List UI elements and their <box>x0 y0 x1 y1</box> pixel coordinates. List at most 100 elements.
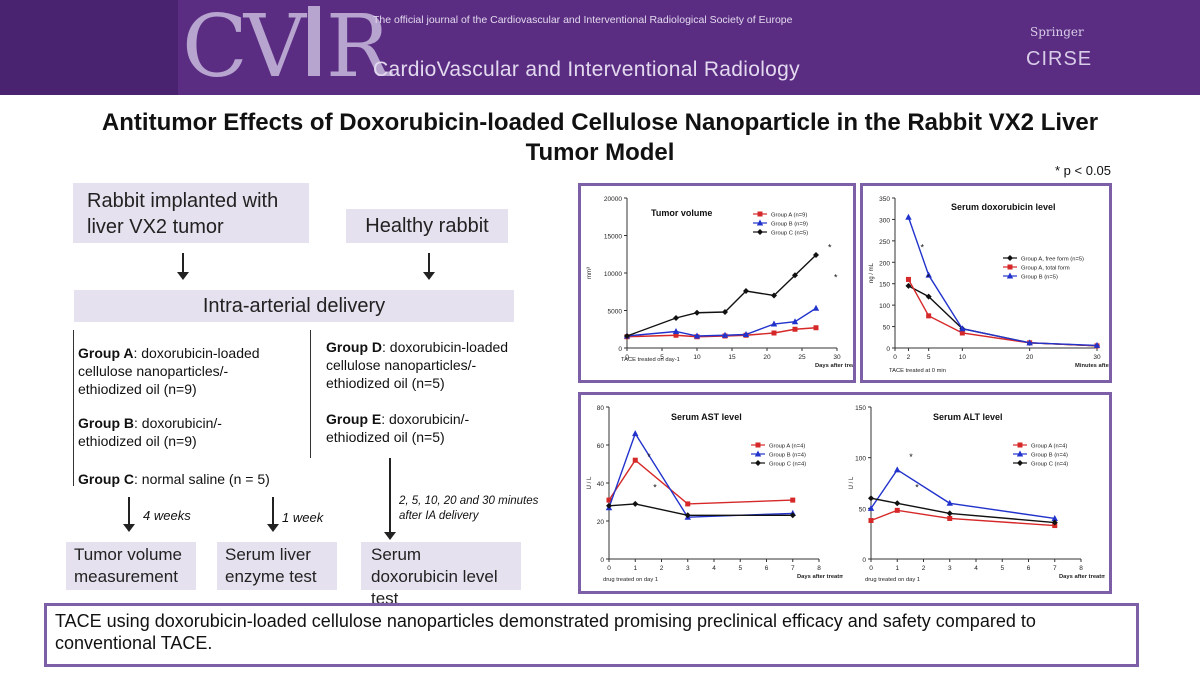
x-tick-label: 3 <box>686 565 690 572</box>
x-tick-label: 10 <box>693 354 701 361</box>
x-tick-label: 5 <box>927 354 931 361</box>
y-tick-label: 0 <box>886 346 890 353</box>
x-tick-label: 7 <box>1053 565 1057 572</box>
group-name: Group C <box>78 471 134 487</box>
y-tick-label: 10000 <box>604 271 622 278</box>
serum-alt-chart: 0 50 100 150 0 1 2 3 4 5 6 7 8 Serum ALT level U / L Da… <box>849 405 1105 583</box>
x-tick-label: 8 <box>1079 565 1083 572</box>
x-tick-label: 3 <box>948 565 952 572</box>
tumor-volume-chart: 0 5000 10000 15000 20000 0 5 10 15 20 25 30 Tumor vo… <box>587 196 871 369</box>
x-tick-label: 2 <box>660 565 664 572</box>
significance-asterisk: * <box>647 452 651 462</box>
significance-asterisk: * <box>834 273 838 283</box>
data-point <box>905 276 911 282</box>
data-point <box>606 497 612 503</box>
x-tick-label: 30 <box>1093 354 1101 361</box>
y-tick-label: 20 <box>597 519 605 526</box>
legend-entry: Group A (n=4) <box>1031 444 1067 450</box>
data-point <box>1006 272 1014 279</box>
arrow-down <box>123 497 135 532</box>
group-e-description: Group E: doxorubicin/-ethiodized oil (n=… <box>326 410 531 446</box>
box-healthy-rabbit: Healthy rabbit <box>346 209 508 243</box>
serum-ast-chart: 0 20 40 60 80 0 1 2 3 4 5 6 7 8 Serum AST level U / L Da… <box>587 405 843 583</box>
x-tick-label: 0 <box>869 565 873 572</box>
data-point <box>755 460 761 466</box>
chart-panel-liver-enzymes: 0 20 40 60 80 0 1 2 3 4 5 6 7 8 Serum AST level U / L Da… <box>578 392 1112 594</box>
x-tick-label: 0 <box>625 354 629 361</box>
data-point <box>673 315 679 321</box>
data-point <box>905 213 912 220</box>
x-tick-label: 10 <box>959 354 967 361</box>
outcome-liver-enzyme: Serum liver enzyme test <box>217 542 337 590</box>
chart-title: Serum doxorubicin level <box>951 202 1056 212</box>
data-point <box>894 507 900 513</box>
series-line <box>626 327 817 338</box>
y-tick-label: 50 <box>883 325 891 332</box>
data-point <box>685 501 691 507</box>
legend-entry: Group C (n=5) <box>771 231 808 237</box>
significance-asterisk: * <box>653 483 657 493</box>
outcome-tumor-volume: Tumor volume measurement <box>66 542 196 590</box>
significance-asterisk: * <box>915 483 919 493</box>
data-point <box>757 211 763 217</box>
y-tick-label: 50 <box>859 506 867 513</box>
x-tick-label: 4 <box>974 565 978 572</box>
arrow-down <box>423 253 435 280</box>
y-tick-label: 20000 <box>604 196 622 203</box>
y-tick-label: 15000 <box>604 234 622 241</box>
series-line <box>870 497 1055 524</box>
x-tick-label: 0 <box>607 565 611 572</box>
abstract-title: Antitumor Effects of Doxorubicin-loaded … <box>101 109 1099 166</box>
data-point <box>894 466 901 473</box>
box-tumor-rabbit: Rabbit implanted with liver VX2 tumor <box>73 183 309 243</box>
data-point <box>1026 339 1033 346</box>
y-tick-label: 200 <box>879 260 890 267</box>
data-point <box>1017 442 1023 448</box>
data-point <box>946 499 953 506</box>
journal-tagline: The official journal of the Cardiovascul… <box>373 14 793 26</box>
x-tick-label: 5 <box>738 565 742 572</box>
data-point <box>868 495 874 502</box>
group-desc: : doxorubicin-loaded cellulose nanoparti… <box>326 339 509 391</box>
y-tick-label: 60 <box>597 443 605 450</box>
data-point <box>1093 341 1101 348</box>
group-divider-left <box>73 330 74 486</box>
publisher-logo: Springer <box>1030 25 1084 39</box>
journal-name: CardioVascular and Interventional Radiol… <box>373 58 800 81</box>
time-label-1-week: 1 week <box>282 510 324 525</box>
series-line <box>626 307 817 337</box>
data-point <box>632 430 639 437</box>
arrow-down <box>177 253 189 280</box>
x-tick-label: 20 <box>1026 354 1034 361</box>
data-point <box>946 510 953 517</box>
x-tick-label: 2 <box>922 565 926 572</box>
data-point <box>792 272 798 279</box>
chart-title: Tumor volume <box>651 208 712 218</box>
data-point <box>632 500 639 507</box>
data-point <box>722 309 728 315</box>
y-tick-label: 80 <box>597 405 605 412</box>
x-tick-label: 25 <box>798 354 806 361</box>
x-tick-label: 1 <box>633 565 637 572</box>
group-c-description: Group C: normal saline (n = 5) <box>78 470 308 488</box>
data-point <box>672 328 680 334</box>
data-point <box>770 320 778 327</box>
data-point <box>694 309 700 316</box>
data-point <box>868 517 874 523</box>
society-logo: CIRSE <box>1026 48 1093 70</box>
group-divider-right <box>310 330 311 458</box>
banner-left-block <box>0 0 178 95</box>
x-tick-label: 5 <box>1000 565 1004 572</box>
y-tick-label: 100 <box>879 303 890 310</box>
data-point <box>1016 450 1024 457</box>
x-tick-label: 8 <box>817 565 821 572</box>
y-axis-label: U / L <box>849 476 855 489</box>
data-point <box>757 229 763 235</box>
data-point <box>812 304 820 311</box>
y-tick-label: 0 <box>618 346 622 353</box>
data-point <box>947 515 953 521</box>
data-point <box>790 497 796 503</box>
x-tick-label: 0 <box>893 354 897 361</box>
group-name: Group D <box>326 339 382 355</box>
data-point <box>867 504 875 511</box>
